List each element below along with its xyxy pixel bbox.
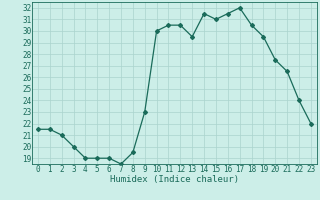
X-axis label: Humidex (Indice chaleur): Humidex (Indice chaleur) (110, 175, 239, 184)
